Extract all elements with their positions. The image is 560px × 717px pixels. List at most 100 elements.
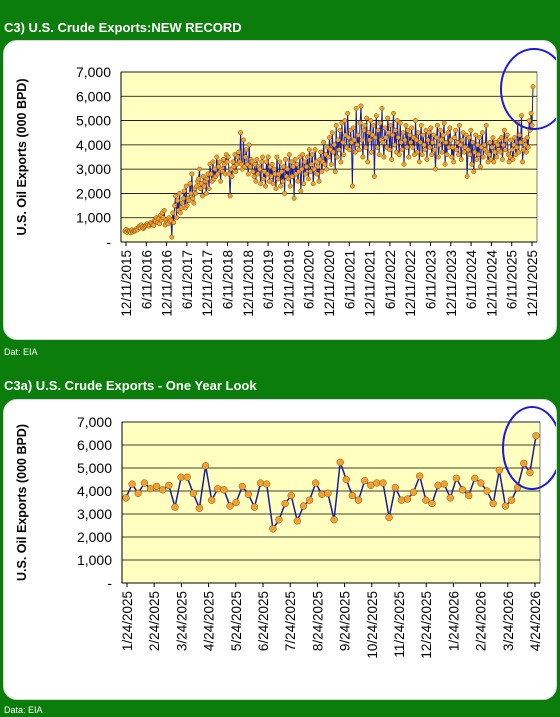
- data-point: [382, 125, 388, 131]
- data-point: [366, 130, 372, 136]
- data-point: [443, 139, 449, 145]
- x-tick-label: 9/24/2025: [338, 591, 353, 651]
- data-point: [399, 147, 405, 153]
- data-point: [245, 171, 251, 177]
- data-point: [516, 149, 522, 155]
- data-point: [301, 181, 307, 187]
- data-point: [210, 159, 216, 165]
- data-point: [441, 120, 447, 126]
- data-point: [337, 127, 343, 133]
- data-point: [489, 144, 495, 150]
- data-point: [434, 481, 442, 489]
- data-point: [489, 499, 497, 508]
- data-point: [287, 183, 293, 189]
- chart1-svg: - 1,000 2,000 3,000 4,000 5,000 6,000 7,000 12/1…: [15, 48, 556, 317]
- data-point: [256, 479, 265, 487]
- data-point: [283, 156, 288, 162]
- data-point: [324, 166, 330, 172]
- data-point: [403, 122, 409, 128]
- data-point: [177, 190, 182, 196]
- data-point: [503, 137, 509, 143]
- x-tick-label: 2/24/2026: [474, 591, 489, 651]
- data-point: [190, 195, 196, 201]
- data-point: [295, 178, 301, 184]
- data-point: [365, 159, 371, 165]
- data-point: [501, 127, 507, 133]
- data-point: [274, 154, 280, 160]
- data-point: [277, 159, 283, 165]
- data-point: [357, 120, 363, 126]
- data-point: [308, 161, 314, 167]
- data-point: [468, 127, 474, 133]
- data-point: [360, 154, 366, 160]
- data-point: [353, 105, 359, 111]
- y-tick-label: 7,000: [76, 64, 111, 80]
- x-tick-label: 6/11/2022: [383, 250, 398, 309]
- data-point: [152, 482, 161, 491]
- chart1-panel: - 1,000 2,000 3,000 4,000 5,000 6,000 7,000 12/1…: [3, 40, 557, 340]
- data-point: [376, 152, 382, 158]
- data-point: [477, 479, 485, 487]
- data-point: [361, 127, 367, 133]
- data-point: [433, 166, 438, 172]
- data-point: [397, 120, 403, 126]
- data-point: [322, 161, 328, 167]
- data-point: [364, 115, 370, 121]
- data-point: [285, 176, 291, 182]
- data-point: [204, 176, 210, 182]
- data-point: [432, 147, 438, 153]
- y-tick-label: -: [107, 575, 112, 591]
- x-tick-label: 6/11/2021: [342, 250, 357, 309]
- data-point: [169, 234, 175, 240]
- y-tick-label: 5,000: [76, 113, 111, 129]
- data-point: [214, 154, 220, 160]
- data-point: [293, 517, 301, 525]
- data-point: [371, 173, 377, 179]
- data-point: [368, 118, 374, 124]
- data-point: [347, 147, 352, 153]
- data-point: [177, 210, 183, 216]
- data-point: [451, 159, 457, 165]
- data-point: [279, 169, 285, 175]
- data-point: [355, 132, 361, 138]
- x-tick-label: 3/24/2026: [501, 591, 516, 651]
- data-point: [263, 159, 269, 165]
- x-tick-label: 7/24/2025: [283, 591, 298, 651]
- data-point: [477, 135, 482, 141]
- data-point: [490, 135, 496, 141]
- data-point: [170, 210, 176, 216]
- data-point: [465, 491, 473, 500]
- x-tick-label: 6/11/2017: [180, 250, 195, 309]
- data-point: [287, 491, 295, 500]
- data-point: [254, 156, 260, 162]
- data-point: [348, 491, 357, 500]
- data-point: [407, 132, 413, 138]
- data-point: [316, 178, 322, 184]
- data-point: [335, 137, 341, 143]
- data-point: [413, 118, 418, 124]
- data-point: [345, 110, 351, 116]
- data-point: [350, 125, 356, 131]
- data-point: [305, 154, 310, 160]
- data-point: [367, 481, 375, 489]
- data-point: [319, 169, 325, 175]
- data-point: [398, 139, 404, 145]
- data-point: [483, 487, 491, 495]
- data-point: [437, 127, 443, 133]
- data-point: [275, 516, 283, 524]
- x-tick-label: 6/24/2025: [256, 591, 271, 651]
- data-point: [226, 502, 234, 510]
- data-point: [269, 525, 277, 533]
- data-point: [495, 142, 501, 148]
- data-point: [193, 190, 199, 196]
- data-point: [324, 489, 332, 497]
- data-point: [253, 178, 259, 184]
- data-point: [269, 161, 275, 167]
- data-point: [314, 171, 320, 177]
- data-point: [246, 142, 252, 148]
- data-point: [373, 479, 381, 487]
- data-point: [299, 502, 308, 510]
- data-point: [273, 186, 279, 192]
- x-tick-label: 12/11/2021: [363, 250, 378, 317]
- data-point: [214, 485, 222, 493]
